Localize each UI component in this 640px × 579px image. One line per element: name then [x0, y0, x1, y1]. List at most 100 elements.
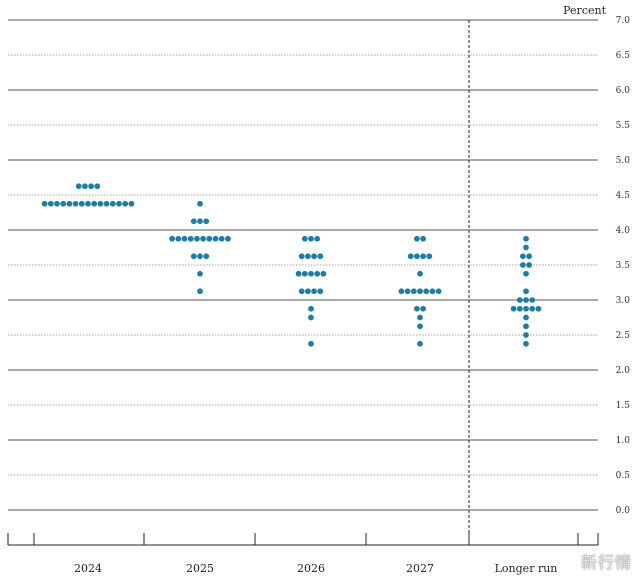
dot-point [523, 297, 529, 303]
dot-point [305, 253, 311, 260]
dot-point [212, 235, 219, 242]
dot-point [128, 200, 135, 207]
dot-point [203, 253, 210, 260]
dot-point [308, 314, 314, 321]
dot-point [60, 200, 67, 207]
dot-point [520, 262, 526, 268]
dot-point [197, 218, 203, 225]
gridlines [8, 19, 598, 511]
dot-point [305, 288, 311, 295]
dot-point [314, 235, 321, 242]
dot-point [308, 270, 314, 277]
dot-point [526, 262, 532, 268]
x-category-label: Longer run [495, 562, 558, 575]
dot-point [169, 235, 176, 242]
dot-point [116, 200, 122, 207]
dot-point [523, 288, 529, 295]
y-tick-label: 4.0 [616, 226, 631, 236]
dot-point [308, 235, 314, 242]
dot-point [414, 305, 420, 312]
dot-point [426, 253, 433, 260]
dot-point [225, 235, 231, 242]
dot-point [308, 305, 314, 312]
y-tick-label: 4.5 [616, 191, 631, 201]
dot-point [97, 200, 104, 207]
dot-series [41, 183, 542, 347]
dot-point [197, 253, 203, 260]
dot-point [190, 253, 197, 260]
dot-point [301, 235, 308, 242]
dot-point [523, 332, 529, 338]
dot-point [200, 235, 207, 242]
dot-point [429, 288, 436, 295]
dot-point [407, 253, 414, 260]
dot-point [410, 288, 417, 295]
dot-point [190, 218, 197, 225]
dot-point [194, 235, 200, 242]
x-category-label: 2024 [74, 562, 102, 575]
dot-point [526, 253, 532, 260]
dot-point [54, 200, 60, 207]
dot-point [417, 340, 423, 347]
dot-point [41, 200, 48, 207]
dot-point [298, 288, 305, 295]
dot-point [187, 235, 194, 242]
y-tick-label: 2.5 [616, 331, 631, 341]
dot-point [529, 305, 536, 312]
y-tick-label: 1.0 [616, 436, 631, 446]
y-tick-label: 0.5 [616, 471, 631, 481]
dot-point [175, 235, 182, 242]
dot-point [529, 297, 536, 303]
dot-point [523, 340, 529, 347]
dot-point [66, 200, 73, 207]
dot-point [523, 323, 529, 330]
dot-point [75, 183, 82, 190]
dot-point [109, 200, 116, 207]
dot-point [520, 253, 526, 260]
dot-point [78, 200, 85, 207]
dot-point [398, 288, 405, 295]
x-category-label: 2025 [186, 562, 214, 575]
x-axis: 2024 2025 2026 2027 Longer run [7, 533, 599, 575]
dot-point [423, 288, 430, 295]
dot-point [435, 288, 442, 295]
dot-point [103, 200, 110, 207]
dot-point [417, 314, 423, 321]
dot-point [298, 253, 305, 260]
dot-point [311, 253, 317, 260]
dot-point [295, 270, 302, 277]
dot-point [417, 270, 423, 277]
dot-point [317, 253, 324, 260]
dot-point [301, 270, 308, 277]
y-tick-label: 3.5 [616, 261, 631, 271]
dot-point [420, 305, 426, 312]
dot-point [417, 323, 423, 330]
dot-point [516, 297, 523, 303]
x-category-label: 2026 [297, 562, 325, 575]
watermark: 新行情 [580, 553, 632, 572]
dot-point [218, 235, 225, 242]
dot-point [414, 235, 420, 242]
dot-point [72, 200, 79, 207]
dot-point [203, 218, 210, 225]
y-tick-labels: 0.0 0.5 1.0 1.5 2.0 2.5 3.0 3.5 4.0 4.5 5.0 5.5 6.0 6… [616, 16, 631, 516]
dot-point [535, 305, 542, 312]
y-tick-label: 6.0 [616, 86, 631, 96]
dot-point [88, 183, 94, 190]
dot-point [311, 288, 317, 295]
dot-point [197, 200, 203, 207]
dot-point [523, 314, 529, 321]
dot-point [197, 270, 203, 277]
dot-point [314, 270, 321, 277]
dot-point [122, 200, 129, 207]
dot-point [516, 305, 523, 312]
dot-point [91, 200, 98, 207]
dot-point [317, 288, 324, 295]
y-tick-label: 3.0 [616, 296, 631, 306]
y-tick-label: 2.0 [616, 366, 631, 376]
dot-point [85, 200, 91, 207]
y-tick-label: 6.5 [616, 51, 631, 61]
y-tick-label: 7.0 [616, 16, 631, 26]
dot-point [523, 270, 529, 277]
dot-point [420, 235, 426, 242]
